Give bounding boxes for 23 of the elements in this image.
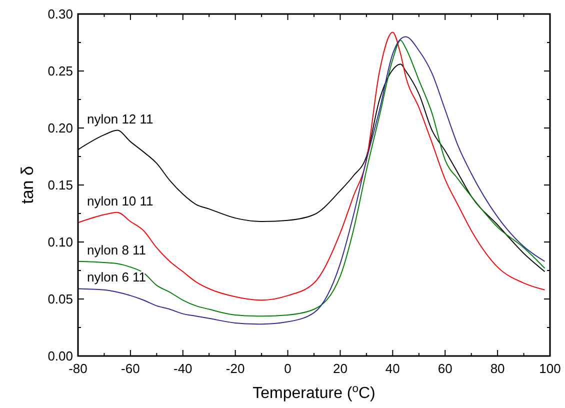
- x-tick-label: 80: [490, 361, 505, 376]
- y-tick-label: 0.25: [48, 64, 73, 78]
- x-tick-label: -20: [226, 361, 245, 376]
- y-tick-label: 0.05: [48, 292, 73, 306]
- y-tick-label: 0.30: [48, 6, 73, 22]
- series-label: nylon 6 11: [87, 270, 146, 285]
- series-label: nylon 8 11: [87, 242, 146, 258]
- y-tick-label: 0.20: [48, 120, 73, 136]
- y-axis-title: tan δ: [18, 166, 37, 204]
- x-tick-label: 60: [438, 361, 452, 376]
- x-tick-label: -60: [121, 361, 140, 376]
- x-tick-label: 20: [332, 361, 348, 376]
- y-tick-label: 0.15: [48, 178, 73, 192]
- series-label: nylon 12 11: [87, 111, 154, 126]
- x-tick-label: -80: [68, 361, 88, 376]
- x-tick-label: -40: [173, 361, 192, 376]
- y-tick-label: 0.10: [48, 234, 73, 250]
- x-tick-label: 100: [539, 361, 561, 376]
- x-axis-title: Temperature ($^{o}$C): [252, 383, 376, 402]
- x-tick-label: 40: [385, 361, 400, 376]
- x-tick-label: 0: [284, 361, 292, 376]
- series-label: nylon 10 11: [87, 193, 154, 208]
- y-tick-label: 0.00: [48, 348, 73, 364]
